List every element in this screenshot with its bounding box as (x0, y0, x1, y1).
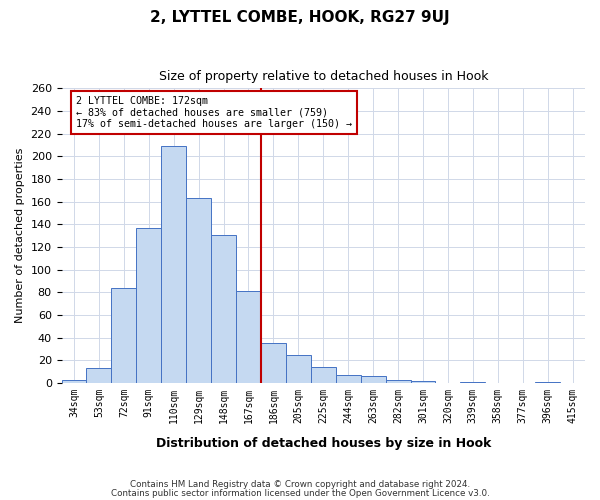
X-axis label: Distribution of detached houses by size in Hook: Distribution of detached houses by size … (155, 437, 491, 450)
Bar (186, 198, 211, 383)
Bar (460, 382, 485, 383)
Bar (535, 382, 560, 383)
Text: Contains public sector information licensed under the Open Government Licence v3: Contains public sector information licen… (110, 488, 490, 498)
Bar (86, 368, 112, 383)
Bar (161, 146, 186, 383)
Bar (112, 288, 136, 383)
Bar (136, 228, 161, 383)
Title: Size of property relative to detached houses in Hook: Size of property relative to detached ho… (158, 70, 488, 83)
Bar (410, 380, 436, 383)
Bar (286, 354, 311, 383)
Text: 2, LYTTEL COMBE, HOOK, RG27 9UJ: 2, LYTTEL COMBE, HOOK, RG27 9UJ (150, 10, 450, 25)
Bar (62, 380, 86, 383)
Y-axis label: Number of detached properties: Number of detached properties (15, 148, 25, 324)
Bar (236, 291, 261, 383)
Text: 2 LYTTEL COMBE: 172sqm
← 83% of detached houses are smaller (759)
17% of semi-de: 2 LYTTEL COMBE: 172sqm ← 83% of detached… (76, 96, 352, 130)
Bar (386, 380, 410, 383)
Bar (336, 375, 361, 383)
Bar (261, 344, 286, 383)
Text: Contains HM Land Registry data © Crown copyright and database right 2024.: Contains HM Land Registry data © Crown c… (130, 480, 470, 489)
Bar (211, 234, 236, 383)
Bar (361, 376, 386, 383)
Bar (311, 367, 336, 383)
